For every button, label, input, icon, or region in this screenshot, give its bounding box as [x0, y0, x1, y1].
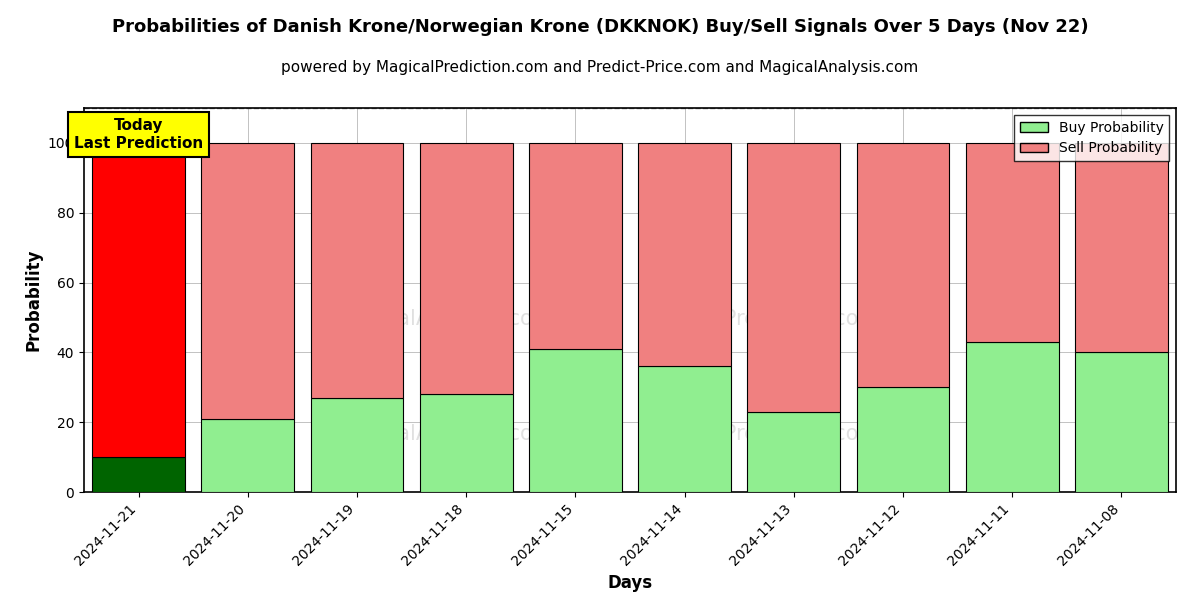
Bar [92, 457, 185, 492]
Bar [1075, 352, 1168, 492]
Text: MagicalPrediction.com: MagicalPrediction.com [643, 424, 878, 445]
Bar [529, 349, 622, 492]
Bar [202, 143, 294, 419]
Text: MagicalAnalysis.com: MagicalAnalysis.com [336, 424, 553, 445]
Text: MagicalPrediction.com: MagicalPrediction.com [643, 309, 878, 329]
Bar [748, 412, 840, 492]
Bar [92, 143, 185, 457]
Bar [420, 394, 512, 492]
Legend: Buy Probability, Sell Probability: Buy Probability, Sell Probability [1014, 115, 1169, 161]
Text: powered by MagicalPrediction.com and Predict-Price.com and MagicalAnalysis.com: powered by MagicalPrediction.com and Pre… [281, 60, 919, 75]
Bar [748, 143, 840, 412]
Bar [202, 419, 294, 492]
Text: Today
Last Prediction: Today Last Prediction [74, 118, 203, 151]
Bar [311, 398, 403, 492]
Y-axis label: Probability: Probability [24, 249, 42, 351]
Bar [638, 367, 731, 492]
Text: MagicalAnalysis.com: MagicalAnalysis.com [336, 309, 553, 329]
Bar [966, 143, 1058, 342]
Bar [857, 387, 949, 492]
Bar [638, 143, 731, 367]
X-axis label: Days: Days [607, 574, 653, 592]
Text: Probabilities of Danish Krone/Norwegian Krone (DKKNOK) Buy/Sell Signals Over 5 D: Probabilities of Danish Krone/Norwegian … [112, 18, 1088, 36]
Bar [857, 143, 949, 387]
Bar [311, 143, 403, 398]
Bar [420, 143, 512, 394]
Bar [1075, 143, 1168, 352]
Bar [966, 342, 1058, 492]
Bar [529, 143, 622, 349]
